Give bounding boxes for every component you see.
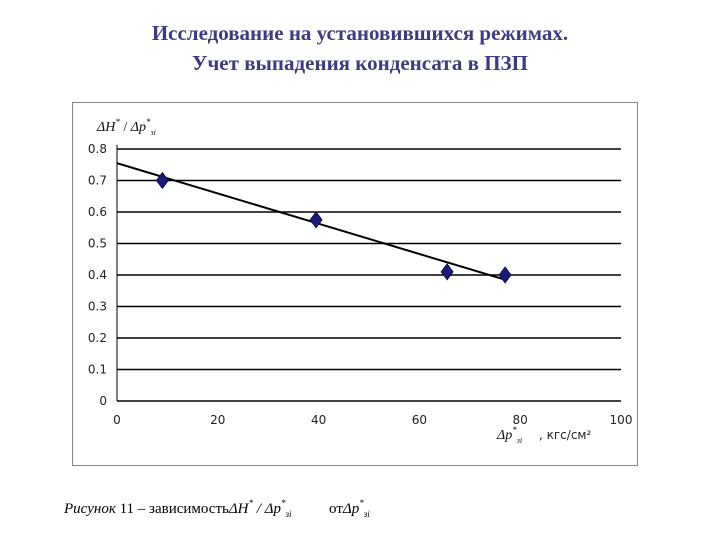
x-tick-label-4: 80 (513, 413, 528, 427)
slide-title-line-2: Учет выпадения конденсата в ПЗП (192, 51, 528, 75)
y-tick-label-1: 0.1 (88, 363, 107, 377)
y-tick-label-5: 0.5 (88, 237, 107, 251)
slide-title-line-1: Исследование на установившихся режимах. (151, 21, 569, 45)
x-axis-label: Δp*зi (496, 425, 522, 445)
caption-between: от (325, 501, 343, 517)
caption-number: 11 (119, 501, 135, 517)
data-point-2 (440, 263, 454, 281)
x-tick-label-0: 0 (113, 413, 121, 427)
data-point-3 (498, 266, 512, 284)
x-tick-label-2: 40 (311, 413, 326, 427)
caption-text: – зависимость (134, 501, 229, 517)
y-tick-label-0: 0 (99, 394, 107, 408)
scatter-chart: 0 0.1 0.2 0.3 0.4 0.5 0.6 0.7 0.8 0 20 40 60 80 100 ΔH*… (88, 117, 633, 445)
y-tick-label-3: 0.3 (88, 300, 107, 314)
x-axis-unit: , кгс/см² (539, 428, 591, 442)
caption-prefix: Рисунок (64, 501, 116, 517)
y-tick-label-7: 0.7 (88, 174, 107, 188)
y-tick-label-6: 0.6 (88, 205, 107, 219)
y-axis-label: ΔH* / Δp*зi (96, 117, 156, 137)
data-point-1 (309, 211, 323, 229)
y-tick-label-2: 0.2 (88, 331, 107, 345)
caption-formula-ratio: ΔH* / Δp*зi (228, 498, 292, 519)
x-tick-label-1: 20 (210, 413, 225, 427)
slide-title: Исследование на установившихся режимах. … (0, 18, 720, 78)
x-tick-label-3: 60 (412, 413, 427, 427)
data-point-0 (155, 171, 169, 190)
figure-caption: Рисунок 11 – зависимостьΔH* / Δp*зi отΔp… (64, 498, 664, 519)
caption-formula-pressure: Δp*зi (342, 498, 370, 519)
y-tick-label-4: 0.4 (88, 268, 107, 282)
x-tick-label-5: 100 (610, 413, 633, 427)
y-tick-label-8: 0.8 (88, 142, 107, 156)
chart-frame: 0 0.1 0.2 0.3 0.4 0.5 0.6 0.7 0.8 0 20 40 60 80 100 ΔH*… (72, 102, 638, 466)
